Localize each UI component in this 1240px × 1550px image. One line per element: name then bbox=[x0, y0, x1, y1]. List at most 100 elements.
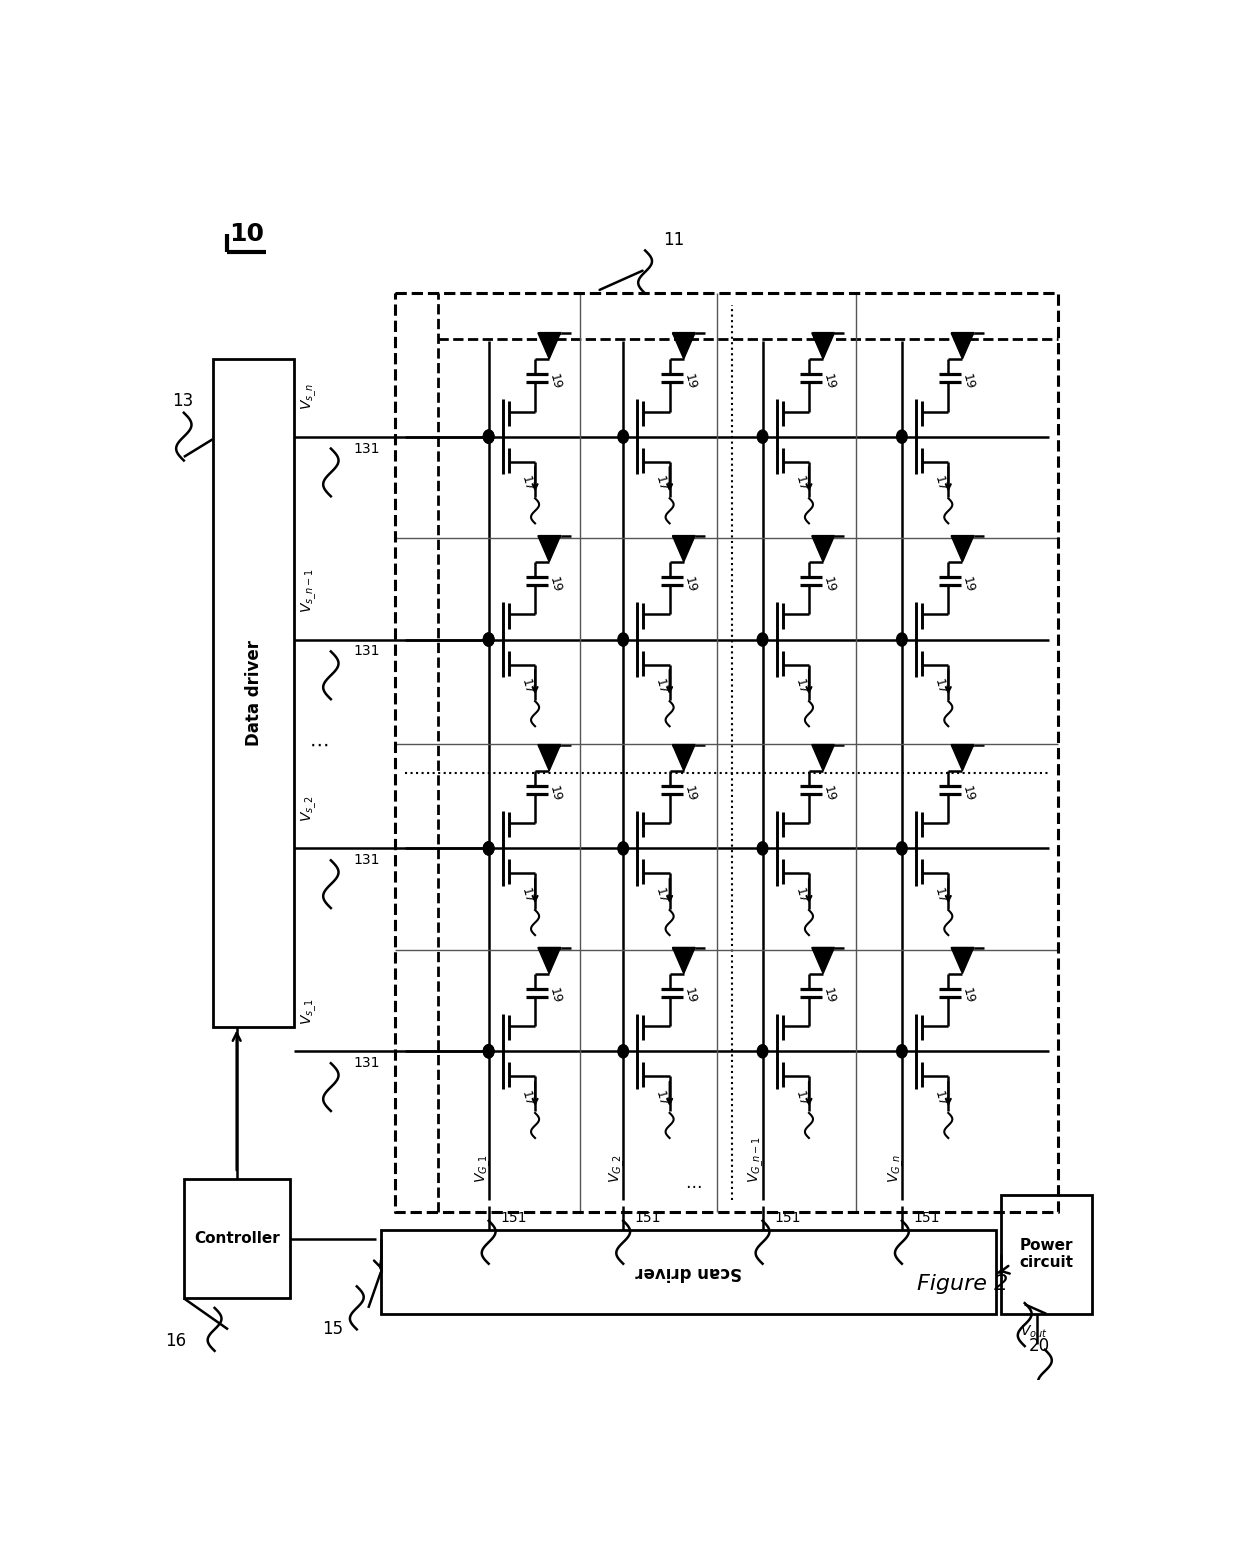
Text: 19: 19 bbox=[547, 575, 563, 594]
Polygon shape bbox=[812, 947, 835, 973]
Circle shape bbox=[484, 632, 494, 646]
Text: 17: 17 bbox=[792, 1090, 810, 1108]
Circle shape bbox=[484, 1045, 494, 1057]
Bar bbox=[1001, 1195, 1092, 1314]
Circle shape bbox=[484, 1045, 494, 1057]
Text: 17: 17 bbox=[653, 677, 670, 696]
Text: $V_{G\_n}$: $V_{G\_n}$ bbox=[887, 1153, 906, 1183]
Text: Power
circuit: Power circuit bbox=[1019, 1238, 1074, 1271]
Circle shape bbox=[484, 842, 494, 856]
Bar bbox=[184, 1180, 289, 1299]
Text: 17: 17 bbox=[653, 474, 670, 493]
Circle shape bbox=[618, 1045, 629, 1057]
Polygon shape bbox=[812, 536, 835, 561]
Text: 17: 17 bbox=[792, 887, 810, 905]
Circle shape bbox=[618, 429, 629, 443]
Circle shape bbox=[897, 429, 908, 443]
Polygon shape bbox=[951, 947, 973, 973]
Text: 10: 10 bbox=[229, 222, 264, 246]
Text: $\cdots$: $\cdots$ bbox=[309, 735, 329, 753]
Text: 151: 151 bbox=[914, 1212, 940, 1226]
Circle shape bbox=[484, 429, 494, 443]
Polygon shape bbox=[538, 333, 560, 360]
Text: 17: 17 bbox=[518, 1090, 536, 1108]
Text: 13: 13 bbox=[172, 392, 193, 409]
Text: 19: 19 bbox=[960, 575, 977, 594]
Polygon shape bbox=[672, 947, 696, 973]
Text: $V_{s\_n-1}$: $V_{s\_n-1}$ bbox=[299, 569, 319, 614]
Circle shape bbox=[618, 632, 629, 646]
Text: 19: 19 bbox=[547, 987, 563, 1006]
Text: $V_{s\_n}$: $V_{s\_n}$ bbox=[299, 383, 319, 411]
Text: 17: 17 bbox=[518, 887, 536, 905]
Text: 19: 19 bbox=[682, 784, 698, 803]
Circle shape bbox=[758, 632, 768, 646]
Circle shape bbox=[897, 632, 908, 646]
Text: 19: 19 bbox=[547, 784, 563, 803]
Text: 131: 131 bbox=[353, 442, 381, 456]
Text: $V_{G\_n-1}$: $V_{G\_n-1}$ bbox=[746, 1135, 766, 1183]
Circle shape bbox=[484, 429, 494, 443]
Text: Scan driver: Scan driver bbox=[635, 1263, 742, 1282]
Text: 17: 17 bbox=[653, 1090, 670, 1108]
Circle shape bbox=[758, 842, 768, 856]
Text: Figure 2: Figure 2 bbox=[916, 1274, 1008, 1294]
Text: 19: 19 bbox=[682, 575, 698, 594]
Text: 151: 151 bbox=[500, 1212, 527, 1226]
Text: Controller: Controller bbox=[193, 1231, 279, 1246]
Text: 131: 131 bbox=[353, 1056, 381, 1070]
Text: 19: 19 bbox=[821, 372, 837, 391]
Text: 151: 151 bbox=[774, 1212, 801, 1226]
Polygon shape bbox=[538, 947, 560, 973]
Text: 17: 17 bbox=[932, 474, 949, 493]
Polygon shape bbox=[538, 536, 560, 561]
Text: 19: 19 bbox=[682, 372, 698, 391]
Polygon shape bbox=[951, 536, 973, 561]
Text: 19: 19 bbox=[960, 784, 977, 803]
Text: Data driver: Data driver bbox=[244, 640, 263, 746]
Text: $V_{G\_2}$: $V_{G\_2}$ bbox=[608, 1153, 627, 1183]
Text: 17: 17 bbox=[792, 474, 810, 493]
Text: 19: 19 bbox=[682, 987, 698, 1006]
Circle shape bbox=[897, 1045, 908, 1057]
Polygon shape bbox=[672, 333, 696, 360]
Text: 17: 17 bbox=[792, 677, 810, 696]
Polygon shape bbox=[812, 333, 835, 360]
Text: $V_{G\_1}$: $V_{G\_1}$ bbox=[474, 1153, 492, 1183]
Text: $\cdots$: $\cdots$ bbox=[684, 1176, 701, 1194]
Text: 17: 17 bbox=[932, 887, 949, 905]
Text: 151: 151 bbox=[635, 1212, 661, 1226]
Polygon shape bbox=[951, 333, 973, 360]
Bar bbox=[381, 1231, 996, 1314]
Text: 16: 16 bbox=[166, 1333, 187, 1350]
Text: 15: 15 bbox=[322, 1321, 343, 1338]
Circle shape bbox=[897, 842, 908, 856]
Text: 19: 19 bbox=[821, 784, 837, 803]
Circle shape bbox=[758, 1045, 768, 1057]
Bar bbox=[213, 360, 294, 1028]
Text: 17: 17 bbox=[518, 474, 536, 493]
Text: 20: 20 bbox=[1028, 1338, 1050, 1355]
Polygon shape bbox=[812, 744, 835, 770]
Polygon shape bbox=[951, 744, 973, 770]
Polygon shape bbox=[672, 744, 696, 770]
Circle shape bbox=[484, 632, 494, 646]
Text: 19: 19 bbox=[960, 372, 977, 391]
Text: 17: 17 bbox=[932, 677, 949, 696]
Text: 19: 19 bbox=[547, 372, 563, 391]
Text: 17: 17 bbox=[932, 1090, 949, 1108]
Text: 131: 131 bbox=[353, 645, 381, 659]
Text: 19: 19 bbox=[960, 987, 977, 1006]
Polygon shape bbox=[538, 744, 560, 770]
Text: $V_{s\_2}$: $V_{s\_2}$ bbox=[299, 795, 319, 822]
Text: 11: 11 bbox=[663, 231, 684, 248]
Circle shape bbox=[618, 842, 629, 856]
Text: 19: 19 bbox=[821, 575, 837, 594]
Text: 17: 17 bbox=[653, 887, 670, 905]
Circle shape bbox=[758, 429, 768, 443]
Polygon shape bbox=[672, 536, 696, 561]
Circle shape bbox=[484, 842, 494, 856]
Text: 17: 17 bbox=[518, 677, 536, 696]
Text: 19: 19 bbox=[821, 987, 837, 1006]
Text: $V_{out}$: $V_{out}$ bbox=[1019, 1324, 1048, 1339]
